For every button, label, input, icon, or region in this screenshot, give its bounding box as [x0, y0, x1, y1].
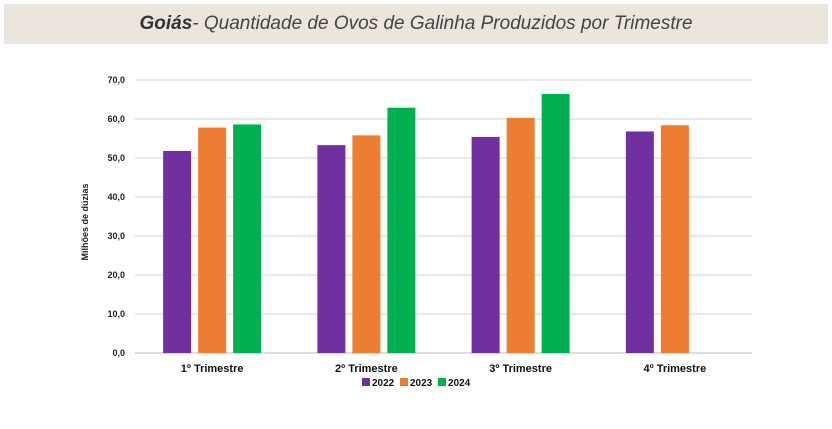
y-tick-label: 10,0 [107, 309, 125, 319]
x-tick-label: 4º Trimestre [644, 363, 707, 375]
chart-title: Goiás - Quantidade de Ovos de Galinha Pr… [4, 4, 828, 44]
legend-label: 2023 [410, 378, 433, 389]
bar-2024 [233, 124, 262, 354]
legend-swatch-2022 [362, 378, 370, 386]
x-tick-label: 3º Trimestre [489, 363, 552, 375]
bar-2022 [163, 150, 192, 353]
legend-label: 2022 [372, 378, 395, 389]
bar-2023 [198, 127, 227, 353]
y-tick-label: 40,0 [107, 192, 125, 202]
bar-2023 [660, 125, 689, 354]
legend-swatch-2023 [400, 378, 408, 386]
bar-2023 [506, 117, 535, 353]
x-tick-label: 1º Trimestre [181, 363, 244, 375]
legend-label: 2024 [448, 378, 471, 389]
bar-2024 [387, 107, 416, 353]
bar-2024 [541, 94, 570, 353]
bar-2023 [352, 135, 381, 353]
bar-2022 [625, 131, 654, 353]
title-state: Goiás [139, 13, 193, 34]
title-text: - Quantidade de Ovos de Galinha Produzid… [192, 13, 693, 34]
x-tick-label: 2º Trimestre [335, 363, 398, 375]
bar-2022 [471, 136, 500, 353]
y-tick-label: 70,0 [107, 75, 125, 85]
y-tick-label: 60,0 [107, 114, 125, 124]
bar-2022 [317, 145, 346, 353]
y-tick-label: 30,0 [107, 231, 125, 241]
y-tick-label: 50,0 [107, 153, 125, 163]
y-tick-label: 20,0 [107, 270, 125, 280]
y-axis-label: Milhões de dúzias [80, 183, 90, 260]
y-tick-label: 0,0 [112, 348, 125, 358]
legend-swatch-2024 [438, 378, 446, 386]
